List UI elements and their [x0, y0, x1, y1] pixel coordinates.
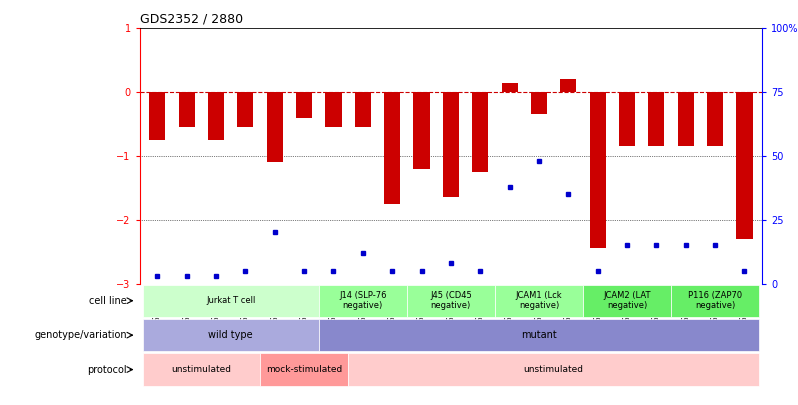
Bar [407, 285, 495, 317]
Bar [179, 92, 195, 127]
Bar [237, 92, 254, 127]
Bar [260, 354, 348, 386]
Bar [326, 92, 342, 127]
Text: wild type: wild type [208, 330, 253, 340]
Text: P116 (ZAP70
negative): P116 (ZAP70 negative) [688, 291, 742, 310]
Text: cell line: cell line [89, 296, 127, 306]
Bar [737, 92, 753, 239]
Bar [501, 83, 518, 92]
Text: mock-stimulated: mock-stimulated [266, 365, 342, 374]
Bar [149, 92, 165, 140]
Text: unstimulated: unstimulated [172, 365, 231, 374]
Text: J45 (CD45
negative): J45 (CD45 negative) [430, 291, 472, 310]
Bar [355, 92, 371, 127]
Text: JCAM2 (LAT
negative): JCAM2 (LAT negative) [603, 291, 651, 310]
Text: genotype/variation: genotype/variation [34, 330, 127, 340]
Text: J14 (SLP-76
negative): J14 (SLP-76 negative) [339, 291, 386, 310]
Bar [318, 319, 759, 351]
Bar [472, 92, 488, 172]
Bar [678, 92, 693, 146]
Bar [443, 92, 459, 197]
Text: unstimulated: unstimulated [523, 365, 583, 374]
Bar [495, 285, 583, 317]
Bar [143, 319, 318, 351]
Bar [208, 92, 224, 140]
Bar [413, 92, 429, 168]
Bar [267, 92, 282, 162]
Text: protocol: protocol [88, 364, 127, 375]
Bar [648, 92, 665, 146]
Text: Jurkat T cell: Jurkat T cell [206, 296, 255, 305]
Text: JCAM1 (Lck
negative): JCAM1 (Lck negative) [516, 291, 563, 310]
Bar [707, 92, 723, 146]
Bar [619, 92, 635, 146]
Bar [318, 285, 407, 317]
Bar [143, 354, 260, 386]
Bar [560, 79, 576, 92]
Bar [296, 92, 312, 117]
Bar [348, 354, 759, 386]
Bar [671, 285, 759, 317]
Bar [531, 92, 547, 115]
Bar [583, 285, 671, 317]
Bar [590, 92, 606, 248]
Bar [143, 285, 318, 317]
Text: GDS2352 / 2880: GDS2352 / 2880 [140, 13, 243, 26]
Bar [384, 92, 401, 204]
Text: mutant: mutant [521, 330, 557, 340]
